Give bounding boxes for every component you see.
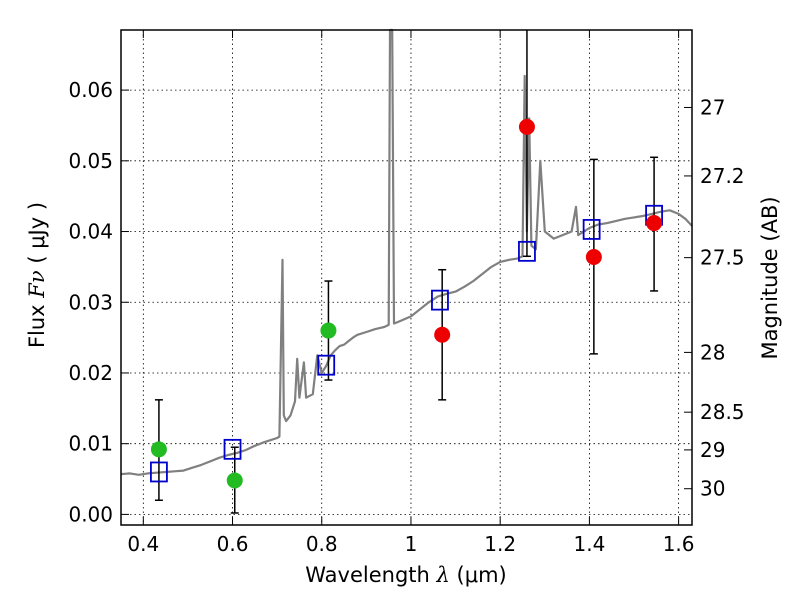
model-series <box>150 204 663 483</box>
y-tick-label: 0.06 <box>68 78 113 102</box>
y-tick-label: 0.04 <box>68 220 113 244</box>
y-tick-label: 0.00 <box>68 502 113 526</box>
axis-ticks: 0.4 0.6 0.8 1 1.2 1.4 1.6 0.00 0.01 0.02 0.03 0.04 0… <box>68 30 745 556</box>
observed-point-red <box>518 118 535 135</box>
observed-point-green <box>226 472 243 489</box>
x-axis-symbol: λ <box>436 563 450 587</box>
model-point <box>150 461 168 483</box>
x-tick-label: 1.4 <box>573 532 605 556</box>
observed-series <box>150 118 663 489</box>
mag-tick-label: 29 <box>700 438 725 462</box>
y-axis-symbol: Fν <box>25 270 49 299</box>
x-tick-label: 0.8 <box>306 532 338 556</box>
y-tick-label: 0.05 <box>68 149 113 173</box>
y-tick-label: 0.03 <box>68 290 113 314</box>
model-point <box>518 240 536 262</box>
observed-point-red <box>646 215 663 232</box>
grid-lines <box>121 30 692 525</box>
observed-point-green <box>150 441 167 458</box>
x-axis-label: Wavelength λ (μm) <box>305 563 506 587</box>
spectrum-series <box>120 28 693 476</box>
mag-tick-label: 27 <box>700 95 725 119</box>
x-tick-label: 0.6 <box>217 532 249 556</box>
mag-tick-label: 27.2 <box>700 164 745 188</box>
x-axis-unit: (μm) <box>457 563 507 587</box>
model-point <box>223 438 242 460</box>
model-point <box>431 289 449 311</box>
observed-point-green <box>320 322 337 339</box>
x-tick-label: 1.2 <box>484 532 516 556</box>
observed-point-red <box>434 326 451 343</box>
x-tick-label: 1.6 <box>663 532 695 556</box>
spectrum-line <box>120 28 693 476</box>
observed-point-red <box>585 248 602 265</box>
x-tick-label: 0.4 <box>127 532 159 556</box>
mag-tick-label: 27.5 <box>700 246 745 270</box>
x-tick-label: 1 <box>405 532 418 556</box>
y-axis-unit: ( μJy ) <box>25 202 49 264</box>
y-axis-label: Flux Fν ( μJy ) <box>25 202 49 348</box>
model-point <box>317 354 336 376</box>
y-tick-label: 0.01 <box>68 432 113 456</box>
mag-tick-label: 30 <box>700 477 725 501</box>
y-tick-label: 0.02 <box>68 361 113 385</box>
plot-frame <box>120 29 693 526</box>
mag-tick-label: 28 <box>700 340 725 364</box>
y2-axis-label: Magnitude (AB) <box>758 196 782 359</box>
model-point <box>582 219 601 240</box>
mag-tick-label: 28.5 <box>700 400 745 424</box>
